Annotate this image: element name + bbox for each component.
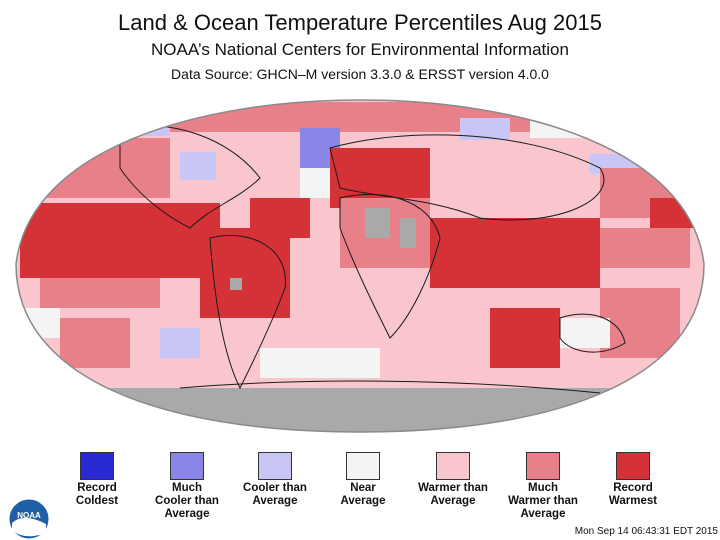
map-border <box>15 99 705 433</box>
grid-cell <box>160 328 200 358</box>
legend-label-record-warmest: Record Warmest <box>608 482 658 507</box>
legend-swatch-near-average <box>346 452 380 480</box>
grid-cell <box>20 138 170 198</box>
grid-cell <box>230 278 242 290</box>
legend: Record Coldest Much Cooler than Average … <box>0 450 720 530</box>
grid-cell <box>180 152 216 180</box>
grid-cell <box>400 218 416 248</box>
grid-cell <box>490 308 560 368</box>
grid-cell <box>40 278 160 308</box>
legend-swatch-much-warmer <box>526 452 560 480</box>
legend-label-much-warmer: Much Warmer than Average <box>508 482 578 520</box>
logo-text: NOAA <box>17 511 41 520</box>
legend-label-near-average: Near Average <box>340 482 386 507</box>
grid-cell <box>300 168 330 198</box>
grid-cell <box>420 218 600 288</box>
map-svg <box>15 99 705 433</box>
map-title: Land & Ocean Temperature Percentiles Aug… <box>118 10 602 35</box>
grid-cell <box>460 118 510 140</box>
legend-swatch-record-warmest <box>616 452 650 480</box>
data-source-note: Data Source: GHCN–M version 3.3.0 & ERSS… <box>171 66 549 82</box>
legend-swatch-much-cooler <box>170 452 204 480</box>
legend-label-record-coldest: Record Coldest <box>75 482 119 507</box>
timestamp: Mon Sep 14 06:43:31 EDT 2015 <box>574 526 718 537</box>
legend-label-warmer: Warmer than Average <box>418 482 488 507</box>
legend-label-cooler: Cooler than Average <box>243 482 307 507</box>
grid-cell <box>360 268 430 338</box>
grid-cell <box>260 348 380 378</box>
grid-cell <box>20 203 220 278</box>
map-subtitle: NOAA’s National Centers for Environmenta… <box>151 40 569 59</box>
world-temperature-map <box>0 88 720 440</box>
grid-cell <box>365 208 390 238</box>
grid-cell <box>60 102 660 132</box>
noaa-logo-icon: NOAA <box>8 498 50 540</box>
grid-cell <box>200 228 290 318</box>
grid-cell <box>60 318 130 368</box>
grid-cell <box>560 318 610 348</box>
grid-cell <box>130 116 170 136</box>
legend-swatch-cooler <box>258 452 292 480</box>
legend-swatch-record-coldest <box>80 452 114 480</box>
coastlines <box>119 124 626 394</box>
legend-label-much-cooler: Much Cooler than Average <box>155 482 219 520</box>
grid-cell <box>600 228 690 268</box>
legend-swatch-warmer <box>436 452 470 480</box>
